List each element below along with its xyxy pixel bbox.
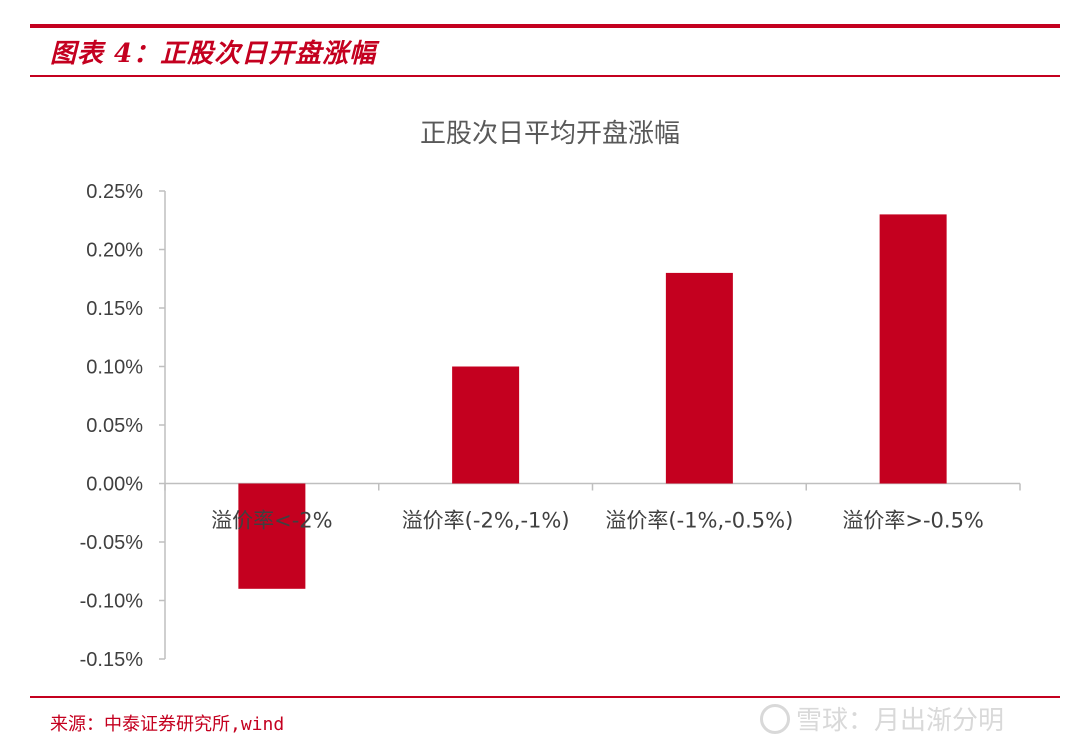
chart-title: 正股次日平均开盘涨幅 [420,119,680,149]
y-tick-label: 0.05% [86,415,143,437]
y-tick-label: -0.05% [80,532,144,554]
figure-title: 图表 4：正股次日开盘涨幅 [50,39,377,69]
snowball-logo-icon [760,703,790,734]
y-tick-label: 0.15% [86,298,143,320]
y-tick-label: -0.10% [80,591,144,613]
bottom-rule [30,696,1060,698]
bar [879,214,947,484]
watermark: 雪球：月出渐分明 [760,700,1004,737]
bar [665,272,733,484]
x-category-label: 溢价率<-2% [211,509,333,533]
x-category-label: 溢价率>-0.5% [842,509,984,533]
y-tick-label: 0.25% [86,181,143,203]
watermark-text: 雪球：月出渐分明 [796,706,1005,736]
bar-chart: 正股次日平均开盘涨幅 0.25% 0.20% 0.15% 0.10% 0.05% 0.00%… [80,119,1021,671]
source-note: 来源：中泰证券研究所,wind [50,714,285,735]
y-tick-label: 0.00% [86,474,143,496]
bar [452,366,520,484]
x-category-label: 溢价率(-1%,-0.5%) [605,509,793,533]
x-category-label: 溢价率(-2%,-1%) [402,509,570,533]
title-rule [30,75,1060,77]
y-tick-label: -0.15% [80,649,144,671]
y-tick-label: 0.20% [86,240,143,262]
bar [238,483,306,589]
y-tick-label: 0.10% [86,357,143,379]
top-rule [30,24,1060,28]
